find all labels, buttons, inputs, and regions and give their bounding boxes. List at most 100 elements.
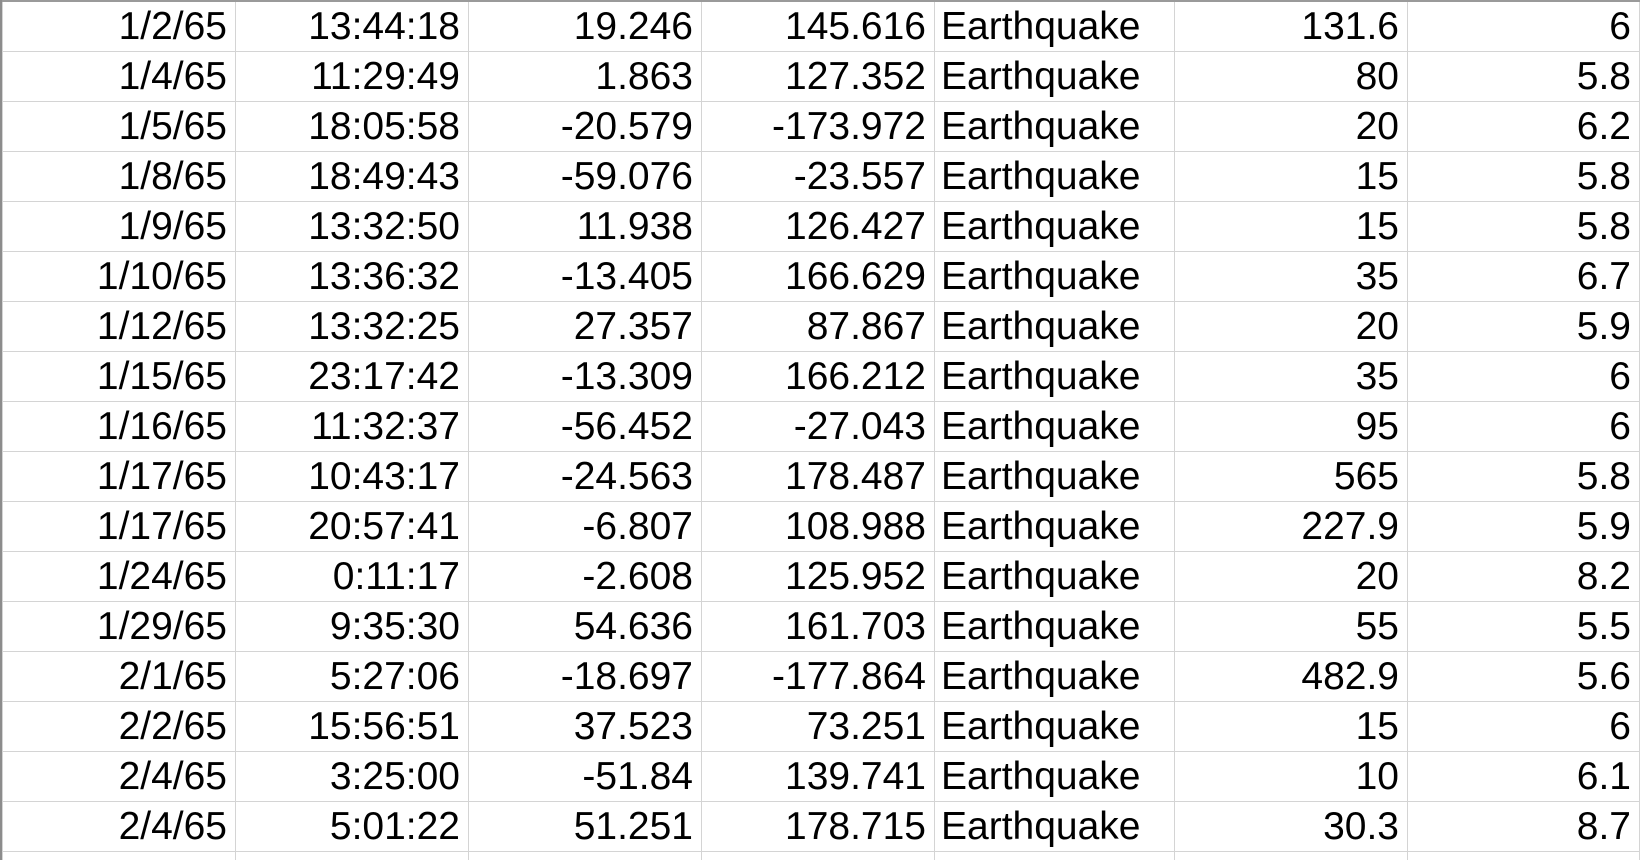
magnitude-cell[interactable]: 6 [1407, 401, 1640, 452]
date-cell[interactable]: 1/17/65 [2, 501, 236, 552]
depth-cell[interactable]: 10 [1174, 751, 1408, 802]
magnitude-cell[interactable]: 6 [1407, 0, 1640, 52]
type-cell[interactable]: Earthquake [934, 751, 1175, 802]
date-cell[interactable]: 1/29/65 [2, 601, 236, 652]
type-cell[interactable]: Earthquake [934, 201, 1175, 252]
latitude-cell[interactable]: -13.405 [468, 251, 702, 302]
empty-cell[interactable] [1174, 851, 1408, 860]
depth-cell[interactable]: 20 [1174, 551, 1408, 602]
date-cell[interactable]: 1/15/65 [2, 351, 236, 402]
longitude-cell[interactable]: 166.212 [701, 351, 935, 402]
type-cell[interactable]: Earthquake [934, 801, 1175, 852]
type-cell[interactable]: Earthquake [934, 501, 1175, 552]
longitude-cell[interactable]: 125.952 [701, 551, 935, 602]
magnitude-cell[interactable]: 5.9 [1407, 301, 1640, 352]
latitude-cell[interactable]: -18.697 [468, 651, 702, 702]
latitude-cell[interactable]: 51.251 [468, 801, 702, 852]
empty-cell[interactable] [701, 851, 935, 860]
longitude-cell[interactable]: 73.251 [701, 701, 935, 752]
time-cell[interactable]: 20:57:41 [235, 501, 469, 552]
depth-cell[interactable]: 20 [1174, 301, 1408, 352]
date-cell[interactable]: 2/1/65 [2, 651, 236, 702]
longitude-cell[interactable]: 178.715 [701, 801, 935, 852]
type-cell[interactable]: Earthquake [934, 601, 1175, 652]
latitude-cell[interactable]: -59.076 [468, 151, 702, 202]
longitude-cell[interactable]: 161.703 [701, 601, 935, 652]
magnitude-cell[interactable]: 5.8 [1407, 451, 1640, 502]
type-cell[interactable]: Earthquake [934, 151, 1175, 202]
time-cell[interactable]: 23:17:42 [235, 351, 469, 402]
type-cell[interactable]: Earthquake [934, 451, 1175, 502]
type-cell[interactable]: Earthquake [934, 551, 1175, 602]
date-cell[interactable]: 1/2/65 [2, 0, 236, 52]
latitude-cell[interactable]: -13.309 [468, 351, 702, 402]
depth-cell[interactable]: 35 [1174, 251, 1408, 302]
type-cell[interactable]: Earthquake [934, 0, 1175, 52]
magnitude-cell[interactable]: 6 [1407, 701, 1640, 752]
latitude-cell[interactable]: 54.636 [468, 601, 702, 652]
depth-cell[interactable]: 565 [1174, 451, 1408, 502]
magnitude-cell[interactable]: 8.2 [1407, 551, 1640, 602]
magnitude-cell[interactable]: 5.8 [1407, 151, 1640, 202]
magnitude-cell[interactable]: 6 [1407, 351, 1640, 402]
magnitude-cell[interactable]: 8.7 [1407, 801, 1640, 852]
latitude-cell[interactable]: -2.608 [468, 551, 702, 602]
magnitude-cell[interactable]: 5.5 [1407, 601, 1640, 652]
magnitude-cell[interactable]: 6.7 [1407, 251, 1640, 302]
latitude-cell[interactable]: -24.563 [468, 451, 702, 502]
date-cell[interactable]: 2/4/65 [2, 801, 236, 852]
date-cell[interactable]: 1/4/65 [2, 51, 236, 102]
depth-cell[interactable]: 95 [1174, 401, 1408, 452]
latitude-cell[interactable]: 11.938 [468, 201, 702, 252]
longitude-cell[interactable]: -177.864 [701, 651, 935, 702]
empty-cell[interactable] [2, 851, 236, 860]
depth-cell[interactable]: 15 [1174, 151, 1408, 202]
latitude-cell[interactable]: -20.579 [468, 101, 702, 152]
type-cell[interactable]: Earthquake [934, 51, 1175, 102]
time-cell[interactable]: 13:32:25 [235, 301, 469, 352]
date-cell[interactable]: 1/8/65 [2, 151, 236, 202]
longitude-cell[interactable]: 87.867 [701, 301, 935, 352]
longitude-cell[interactable]: -173.972 [701, 101, 935, 152]
depth-cell[interactable]: 55 [1174, 601, 1408, 652]
depth-cell[interactable]: 227.9 [1174, 501, 1408, 552]
depth-cell[interactable]: 15 [1174, 701, 1408, 752]
time-cell[interactable]: 3:25:00 [235, 751, 469, 802]
magnitude-cell[interactable]: 5.8 [1407, 51, 1640, 102]
depth-cell[interactable]: 30.3 [1174, 801, 1408, 852]
date-cell[interactable]: 1/12/65 [2, 301, 236, 352]
latitude-cell[interactable]: -6.807 [468, 501, 702, 552]
magnitude-cell[interactable]: 5.9 [1407, 501, 1640, 552]
latitude-cell[interactable]: -56.452 [468, 401, 702, 452]
latitude-cell[interactable]: 27.357 [468, 301, 702, 352]
time-cell[interactable]: 5:01:22 [235, 801, 469, 852]
longitude-cell[interactable]: 166.629 [701, 251, 935, 302]
empty-cell[interactable] [1407, 851, 1640, 860]
time-cell[interactable]: 18:05:58 [235, 101, 469, 152]
type-cell[interactable]: Earthquake [934, 351, 1175, 402]
time-cell[interactable]: 15:56:51 [235, 701, 469, 752]
depth-cell[interactable]: 482.9 [1174, 651, 1408, 702]
time-cell[interactable]: 10:43:17 [235, 451, 469, 502]
depth-cell[interactable]: 15 [1174, 201, 1408, 252]
date-cell[interactable]: 2/4/65 [2, 751, 236, 802]
longitude-cell[interactable]: 145.616 [701, 0, 935, 52]
longitude-cell[interactable]: 127.352 [701, 51, 935, 102]
longitude-cell[interactable]: -27.043 [701, 401, 935, 452]
time-cell[interactable]: 11:32:37 [235, 401, 469, 452]
type-cell[interactable]: Earthquake [934, 401, 1175, 452]
longitude-cell[interactable]: 178.487 [701, 451, 935, 502]
longitude-cell[interactable]: 108.988 [701, 501, 935, 552]
longitude-cell[interactable]: 139.741 [701, 751, 935, 802]
type-cell[interactable]: Earthquake [934, 651, 1175, 702]
latitude-cell[interactable]: 19.246 [468, 0, 702, 52]
time-cell[interactable]: 18:49:43 [235, 151, 469, 202]
depth-cell[interactable]: 35 [1174, 351, 1408, 402]
magnitude-cell[interactable]: 5.6 [1407, 651, 1640, 702]
date-cell[interactable]: 1/9/65 [2, 201, 236, 252]
latitude-cell[interactable]: 37.523 [468, 701, 702, 752]
type-cell[interactable]: Earthquake [934, 251, 1175, 302]
empty-cell[interactable] [468, 851, 702, 860]
latitude-cell[interactable]: 1.863 [468, 51, 702, 102]
depth-cell[interactable]: 80 [1174, 51, 1408, 102]
